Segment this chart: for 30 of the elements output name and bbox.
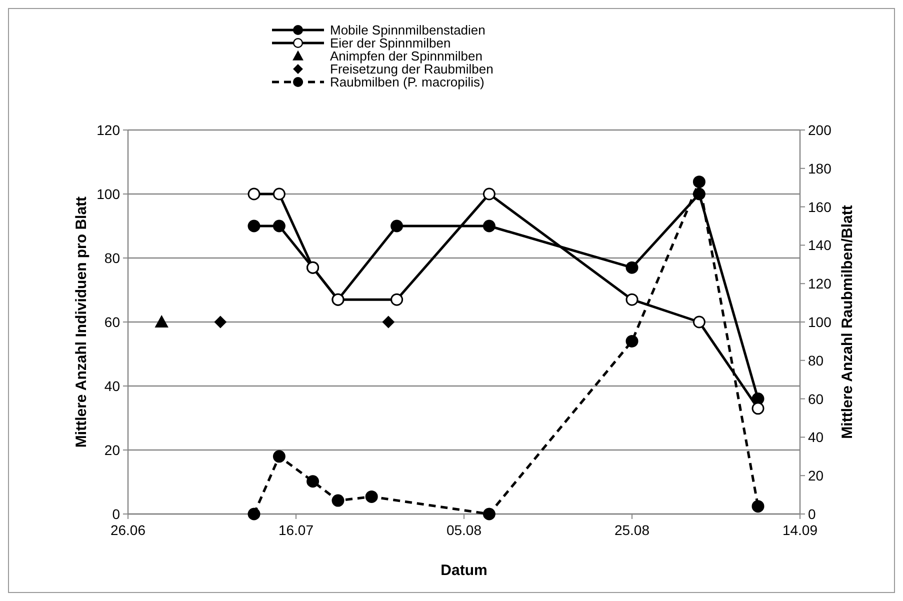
y2-tick-label: 80 — [808, 352, 824, 368]
x-axis-title: Datum — [440, 562, 488, 579]
y-tick-label: 0 — [112, 506, 120, 522]
y-tick-label: 40 — [104, 378, 120, 394]
y2-tick-label: 40 — [808, 429, 824, 446]
legend-label: Freisetzung der Raubmilben — [330, 62, 494, 76]
y2-tick-label: 200 — [808, 122, 832, 138]
x-tick-label: 14.09 — [782, 522, 818, 538]
legend-label: Eier der Spinnmilben — [330, 36, 451, 50]
y2-tick-label: 180 — [808, 160, 832, 176]
x-tick-label: 25.08 — [614, 522, 650, 538]
legend-label: Animpfen der Spinnmilben — [330, 48, 482, 64]
y2-tick-label: 60 — [808, 390, 824, 407]
y2-tick-label: 100 — [808, 314, 832, 330]
y2-tick-label: 0 — [808, 506, 816, 522]
y-tick-label: 120 — [96, 122, 120, 138]
y-tick-label: 80 — [104, 250, 120, 266]
legend-label: Mobile Spinnmilbenstadien — [330, 22, 486, 38]
x-tick-label: 26.06 — [110, 522, 146, 538]
y2-tick-label: 140 — [808, 237, 832, 254]
y2-axis-title: Mittlere Anzahl Raubmilben/Blatt — [839, 205, 856, 439]
y-tick-label: 20 — [104, 442, 120, 458]
y-tick-label: 100 — [96, 186, 120, 202]
x-tick-label: 16.07 — [278, 522, 314, 538]
y-axis-title: Mittlere Anzahl Individuen pro Blatt — [73, 196, 90, 448]
y2-tick-label: 20 — [808, 468, 824, 484]
y2-tick-label: 160 — [808, 198, 832, 215]
y2-tick-label: 120 — [808, 276, 832, 292]
y-tick-label: 60 — [104, 314, 120, 330]
x-tick-label: 05.08 — [446, 522, 482, 538]
